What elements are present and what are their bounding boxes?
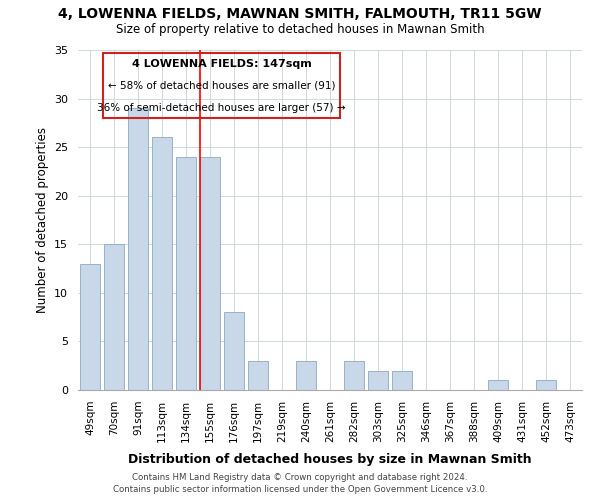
Text: ← 58% of detached houses are smaller (91): ← 58% of detached houses are smaller (91… <box>108 80 335 90</box>
Text: Contains HM Land Registry data © Crown copyright and database right 2024.
Contai: Contains HM Land Registry data © Crown c… <box>113 472 487 494</box>
Bar <box>224 312 244 390</box>
Bar <box>200 157 220 390</box>
Bar <box>296 361 316 390</box>
X-axis label: Distribution of detached houses by size in Mawnan Smith: Distribution of detached houses by size … <box>128 453 532 466</box>
Bar <box>344 361 364 390</box>
Bar <box>488 380 508 390</box>
Bar <box>128 108 148 390</box>
Bar <box>103 54 340 118</box>
Bar <box>152 138 172 390</box>
Bar <box>80 264 100 390</box>
Bar <box>536 380 556 390</box>
Bar <box>248 361 268 390</box>
Text: Size of property relative to detached houses in Mawnan Smith: Size of property relative to detached ho… <box>116 22 484 36</box>
Y-axis label: Number of detached properties: Number of detached properties <box>35 127 49 313</box>
Text: 36% of semi-detached houses are larger (57) →: 36% of semi-detached houses are larger (… <box>97 103 346 113</box>
Bar <box>176 157 196 390</box>
Bar <box>368 370 388 390</box>
Bar <box>104 244 124 390</box>
Bar <box>392 370 412 390</box>
Text: 4, LOWENNA FIELDS, MAWNAN SMITH, FALMOUTH, TR11 5GW: 4, LOWENNA FIELDS, MAWNAN SMITH, FALMOUT… <box>58 8 542 22</box>
Text: 4 LOWENNA FIELDS: 147sqm: 4 LOWENNA FIELDS: 147sqm <box>132 58 311 68</box>
